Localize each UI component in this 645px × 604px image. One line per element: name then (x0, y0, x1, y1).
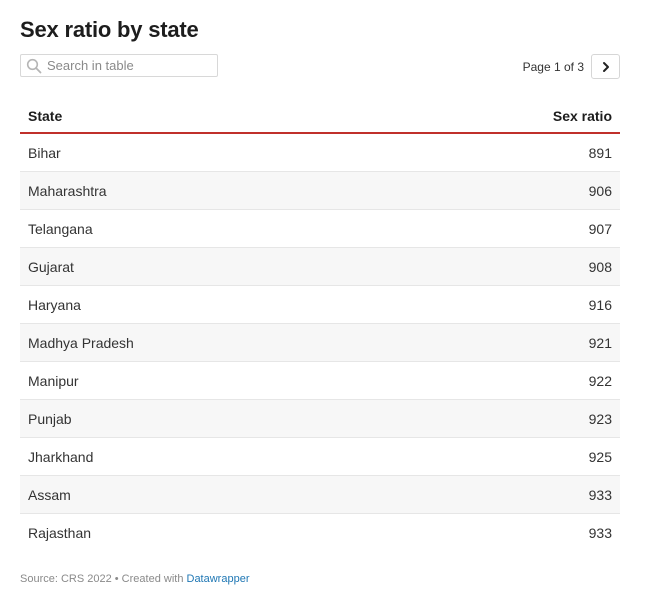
cell-sex-ratio: 921 (588, 335, 612, 351)
table-row: Assam 933 (20, 476, 620, 514)
cell-state: Jharkhand (28, 449, 94, 465)
table-row: Madhya Pradesh 921 (20, 324, 620, 362)
data-table: State Sex ratio Bihar 891 Maharashtra 906 Te… (20, 98, 620, 552)
table-row: Haryana 916 (20, 286, 620, 324)
cell-sex-ratio: 925 (588, 449, 612, 465)
cell-state: Madhya Pradesh (28, 335, 134, 351)
cell-state: Assam (28, 487, 71, 503)
cell-state: Rajasthan (28, 525, 92, 541)
cell-sex-ratio: 906 (588, 183, 612, 199)
table-body: Bihar 891 Maharashtra 906 Telangana 907 Gujara… (20, 134, 620, 552)
cell-sex-ratio: 923 (588, 411, 612, 427)
column-header-state[interactable]: State (28, 108, 63, 124)
table-row: Punjab 923 (20, 400, 620, 438)
search-icon (26, 58, 42, 74)
chevron-right-icon (602, 61, 609, 72)
cell-state: Haryana (28, 297, 81, 313)
cell-sex-ratio: 891 (588, 145, 612, 161)
cell-state: Maharashtra (28, 183, 107, 199)
cell-sex-ratio: 907 (588, 221, 612, 237)
table-row: Gujarat 908 (20, 248, 620, 286)
chart-footer: Source: CRS 2022 • Created with Datawrap… (20, 573, 249, 585)
datawrapper-link[interactable]: Datawrapper (186, 573, 250, 585)
table-row: Manipur 922 (20, 362, 620, 400)
cell-sex-ratio: 922 (588, 373, 612, 389)
table-header: State Sex ratio (20, 98, 620, 134)
cell-sex-ratio: 933 (588, 487, 612, 503)
page-indicator: Page 1 of 3 (522, 59, 584, 74)
chart-title: Sex ratio by state (20, 17, 199, 42)
table-row: Maharashtra 906 (20, 172, 620, 210)
cell-state: Punjab (28, 411, 72, 427)
pagination: Page 1 of 3 (523, 54, 620, 79)
cell-state: Gujarat (28, 259, 74, 275)
table-row: Bihar 891 (20, 134, 620, 172)
source-note: Source: CRS 2022 • Created with (20, 573, 187, 585)
table-row: Jharkhand 925 (20, 438, 620, 476)
cell-state: Manipur (28, 373, 79, 389)
search-input[interactable] (47, 55, 215, 76)
cell-state: Telangana (28, 221, 93, 237)
next-page-button[interactable] (591, 54, 620, 79)
cell-sex-ratio: 908 (588, 259, 612, 275)
search-box[interactable] (20, 54, 218, 77)
table-row: Telangana 907 (20, 210, 620, 248)
cell-state: Bihar (28, 145, 61, 161)
table-row: Rajasthan 933 (20, 514, 620, 552)
cell-sex-ratio: 916 (588, 297, 612, 313)
cell-sex-ratio: 933 (588, 525, 612, 541)
column-header-sex-ratio[interactable]: Sex ratio (552, 108, 612, 124)
